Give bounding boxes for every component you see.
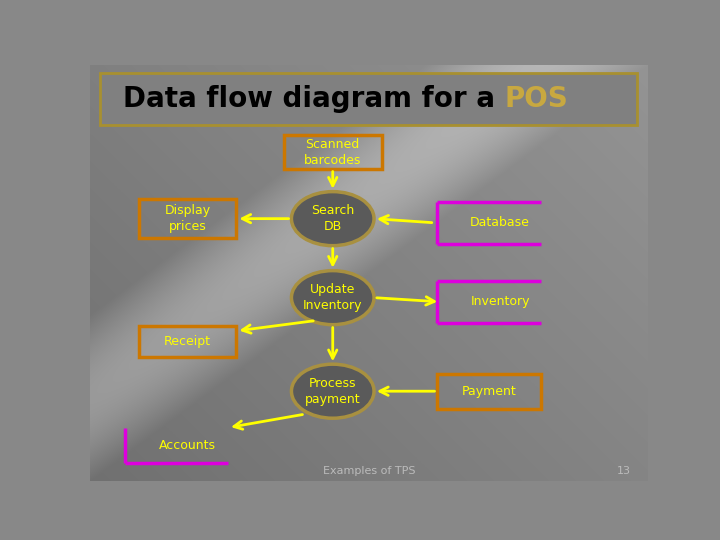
Text: Database: Database bbox=[470, 217, 530, 230]
Text: Inventory: Inventory bbox=[470, 295, 530, 308]
Text: Receipt: Receipt bbox=[164, 335, 211, 348]
FancyBboxPatch shape bbox=[100, 73, 637, 125]
Ellipse shape bbox=[292, 364, 374, 418]
Text: POS: POS bbox=[504, 85, 568, 113]
Text: Process
payment: Process payment bbox=[305, 377, 361, 406]
Ellipse shape bbox=[292, 271, 374, 325]
Ellipse shape bbox=[292, 192, 374, 246]
Text: 13: 13 bbox=[617, 467, 631, 476]
Text: Payment: Payment bbox=[462, 384, 516, 397]
Text: Display
prices: Display prices bbox=[165, 204, 211, 233]
Text: Accounts: Accounts bbox=[159, 439, 216, 452]
Text: Data flow diagram for a: Data flow diagram for a bbox=[124, 85, 505, 113]
Text: Update
Inventory: Update Inventory bbox=[303, 283, 362, 312]
Text: Examples of TPS: Examples of TPS bbox=[323, 467, 415, 476]
Text: Search
DB: Search DB bbox=[311, 204, 354, 233]
Text: Scanned
barcodes: Scanned barcodes bbox=[304, 138, 361, 167]
